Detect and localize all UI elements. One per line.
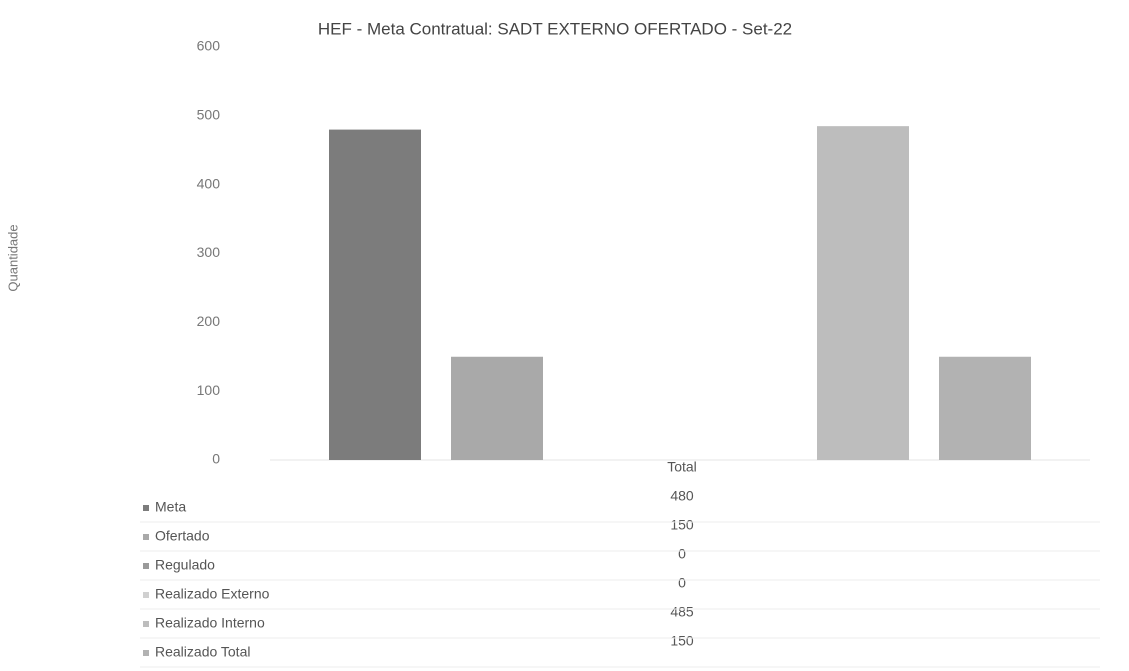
- y-tick-label: 500: [197, 107, 221, 123]
- table-value: 150: [670, 633, 694, 649]
- y-tick-label: 600: [197, 38, 221, 54]
- bar: [817, 126, 909, 461]
- y-tick-label: 300: [197, 244, 221, 260]
- legend-swatch: [143, 592, 149, 598]
- y-tick-label: 400: [197, 175, 221, 191]
- legend-swatch: [143, 650, 149, 656]
- legend-swatch: [143, 563, 149, 569]
- x-tick-label: Total: [667, 459, 697, 475]
- bar: [939, 356, 1031, 460]
- legend-label: Realizado Interno: [155, 615, 265, 631]
- y-axis-title: Quantidade: [5, 224, 20, 291]
- bar: [329, 129, 421, 460]
- table-value: 150: [670, 517, 694, 533]
- table-value: 0: [678, 575, 686, 591]
- table-value: 480: [670, 488, 694, 504]
- bar: [451, 356, 543, 460]
- legend-swatch: [143, 505, 149, 511]
- table-value: 0: [678, 546, 686, 562]
- chart-title: HEF - Meta Contratual: SADT EXTERNO OFER…: [318, 19, 792, 38]
- table-value: 485: [670, 604, 694, 620]
- legend-label: Regulado: [155, 557, 215, 573]
- legend-swatch: [143, 621, 149, 627]
- y-tick-label: 0: [212, 451, 220, 467]
- y-tick-label: 100: [197, 382, 221, 398]
- legend-label: Realizado Externo: [155, 586, 270, 602]
- y-tick-label: 200: [197, 313, 221, 329]
- legend-label: Meta: [155, 499, 186, 515]
- legend-label: Realizado Total: [155, 644, 250, 660]
- legend-label: Ofertado: [155, 528, 210, 544]
- legend-swatch: [143, 534, 149, 540]
